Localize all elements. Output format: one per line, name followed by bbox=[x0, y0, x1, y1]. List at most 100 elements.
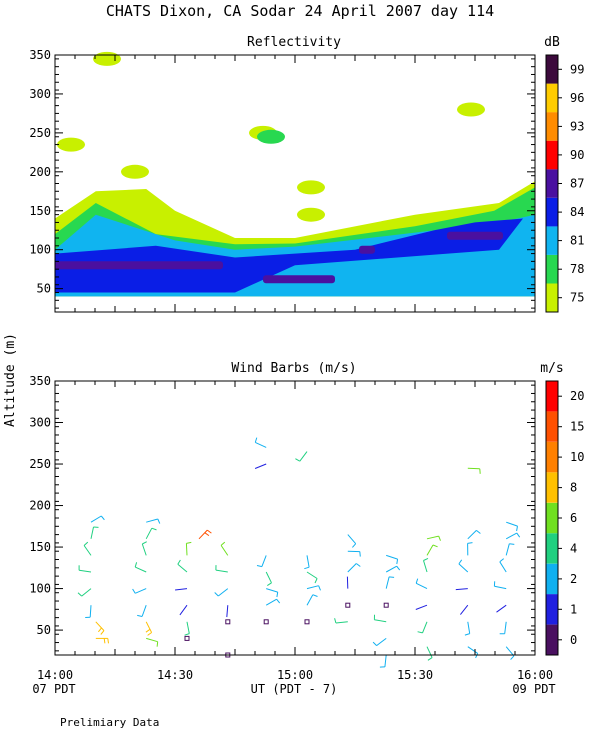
reflectivity-patch-78 bbox=[257, 129, 285, 144]
colorbar-tick-label: 20 bbox=[570, 389, 584, 403]
y-tick-label: 300 bbox=[29, 87, 51, 101]
wind-barb bbox=[385, 576, 395, 589]
wind-barb-shaft bbox=[79, 569, 92, 573]
colorbar-tick-label: 87 bbox=[570, 177, 584, 191]
wind-barb bbox=[265, 598, 281, 606]
wind-barb-flag bbox=[438, 535, 441, 541]
y-tick-label: 100 bbox=[29, 582, 51, 596]
wind-barb-shaft bbox=[185, 543, 188, 556]
wind-barb-shaft bbox=[385, 565, 397, 573]
wind-barb-flag bbox=[476, 530, 481, 534]
wind-barb-shaft bbox=[134, 566, 147, 573]
wind-barb-flag bbox=[184, 633, 190, 636]
colorbar-segment bbox=[546, 594, 558, 625]
wind-barb-flag bbox=[207, 529, 212, 534]
wind-barb-shaft bbox=[426, 646, 433, 658]
wind-barb-shaft bbox=[426, 544, 434, 556]
y-tick-label: 250 bbox=[29, 457, 51, 471]
wind-barb-flag bbox=[103, 638, 106, 644]
colorbar-segment bbox=[546, 563, 558, 595]
y-tick-label: 300 bbox=[29, 416, 51, 430]
wind-barb-flag bbox=[276, 592, 279, 598]
wind-barb-shaft bbox=[374, 619, 387, 623]
wind-barb bbox=[295, 451, 308, 462]
wind-barb-shaft bbox=[422, 621, 428, 634]
reflectivity-patch-75 bbox=[297, 207, 325, 222]
wind-barb bbox=[493, 581, 507, 590]
colorbar-tick-label: 84 bbox=[570, 205, 584, 219]
wind-barb-flag bbox=[359, 551, 361, 557]
wind-barb bbox=[417, 621, 428, 634]
wind-barb-flag bbox=[499, 558, 505, 563]
reflectivity-axes: 50 100 150 200 250 300 350 bbox=[29, 48, 536, 313]
wind-barb bbox=[306, 594, 318, 606]
wind-barb-flag bbox=[417, 631, 423, 634]
colorbar-segment bbox=[546, 197, 558, 227]
wind-barb-flag bbox=[156, 641, 159, 647]
wind-barb bbox=[499, 558, 507, 573]
wind-barb bbox=[496, 604, 507, 613]
wind-barb-flag bbox=[186, 541, 192, 544]
wind-barb bbox=[464, 621, 471, 636]
wind-barb-flag bbox=[427, 657, 433, 661]
colorbar-tick-label: 81 bbox=[570, 234, 584, 248]
wind-barb-shaft bbox=[306, 594, 314, 606]
wind-colorbar-unit: m/s bbox=[540, 361, 563, 376]
wind-barb-flag bbox=[432, 544, 438, 548]
x-tick-label: 15:00 bbox=[277, 668, 313, 682]
colorbar-tick-label: 8 bbox=[570, 481, 577, 495]
wind-barb bbox=[347, 563, 361, 573]
x-tick-label: 15:30 bbox=[397, 668, 433, 682]
wind-barb-shaft bbox=[135, 588, 147, 594]
wind-barb bbox=[177, 559, 188, 573]
colorbar-segment bbox=[546, 283, 558, 312]
wind-barb-flag bbox=[415, 578, 419, 584]
wind-barb bbox=[306, 571, 318, 584]
wind-barb-flag bbox=[100, 630, 105, 635]
wind-barb-flag bbox=[396, 565, 401, 571]
wind-barb-flag bbox=[214, 592, 219, 597]
wind-barb bbox=[85, 605, 92, 618]
wind-barb-flag bbox=[157, 518, 161, 524]
reflectivity-patch-75 bbox=[57, 137, 85, 152]
wind-barb-shaft bbox=[494, 585, 507, 590]
wind-barb-flag bbox=[276, 598, 281, 604]
wind-barb bbox=[90, 515, 105, 523]
wind-barb bbox=[347, 534, 357, 548]
colorbar-tick-label: 90 bbox=[570, 148, 584, 162]
colorbar-segment bbox=[546, 502, 558, 534]
wind-barbs-title: Wind Barbs (m/s) bbox=[231, 361, 356, 376]
wind-barb bbox=[415, 604, 428, 610]
colorbar-segment bbox=[546, 55, 558, 84]
wind-barb-shaft bbox=[415, 604, 428, 610]
wind-barb-flag bbox=[314, 578, 318, 584]
y-tick-label: 150 bbox=[29, 204, 51, 218]
y-tick-label: 200 bbox=[29, 499, 51, 513]
wind-barb bbox=[266, 588, 279, 598]
colorbar-segment bbox=[546, 624, 558, 655]
wind-barb-shaft bbox=[347, 534, 357, 545]
wind-barb bbox=[214, 588, 229, 597]
wind-barb-shaft bbox=[415, 582, 428, 590]
wind-barb bbox=[146, 518, 161, 524]
wind-barb bbox=[334, 618, 348, 624]
wind-barb bbox=[179, 604, 188, 616]
wind-barb-flag bbox=[132, 588, 136, 594]
wind-barb bbox=[185, 541, 192, 556]
wind-barb-flag bbox=[204, 532, 210, 537]
wind-barb bbox=[265, 571, 272, 587]
wind-barb bbox=[90, 526, 99, 539]
wind-barb-flag bbox=[510, 655, 515, 660]
wind-barb bbox=[175, 588, 188, 591]
colorbar-segment bbox=[546, 472, 558, 503]
wind-barb bbox=[145, 527, 157, 540]
wind-barb-flag bbox=[467, 542, 473, 544]
wind-barb-shaft bbox=[265, 598, 277, 606]
wind-barb-shaft bbox=[506, 521, 518, 527]
wind-barb-flag bbox=[151, 527, 157, 531]
y-tick-label: 50 bbox=[37, 623, 51, 637]
wind-barb-shaft bbox=[455, 588, 468, 591]
wind-barb-flag bbox=[107, 638, 109, 644]
reflectivity-core-87 bbox=[55, 261, 223, 270]
